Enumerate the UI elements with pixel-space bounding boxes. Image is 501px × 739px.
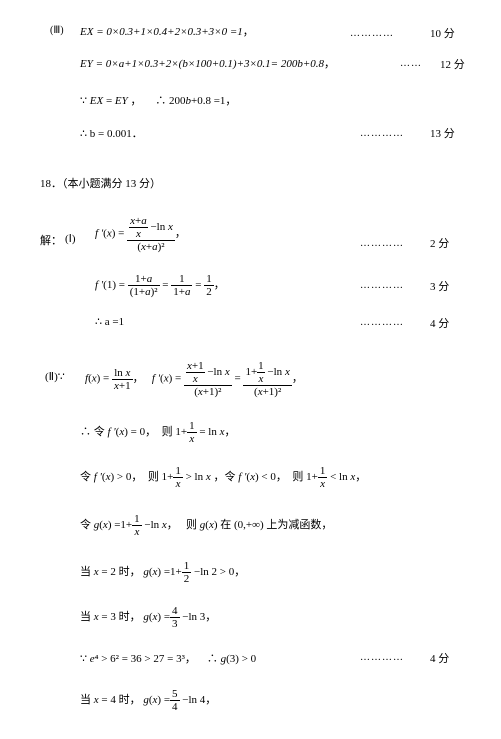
gx-def: 令 g(x) =1+1x −ln x， 则 g(x) 在 (0,+∞) 上为减函… bbox=[80, 513, 332, 538]
fprime-x: f '(x) = x+ax −ln x (x+a)² ， bbox=[95, 215, 186, 253]
part2-label: (Ⅱ)∵ bbox=[45, 370, 65, 383]
sol-label: 解： bbox=[40, 232, 62, 248]
ex-equation: EX = 0×0.3+1×0.4+2×0.3+3×0 =1， bbox=[80, 23, 254, 39]
e4-inequality: ∵ e⁴ > 6² = 36 > 27 = 3³， ∴ g(3) > 0 bbox=[80, 650, 256, 666]
fx-def: f(x) = ln xx+1， f '(x) = x+1x −ln x (x+1… bbox=[85, 360, 303, 398]
dots-12: …… bbox=[400, 58, 422, 69]
dots-10: ………… bbox=[350, 28, 394, 39]
score-10: 10 分 bbox=[430, 25, 455, 41]
score-3f: 3 分 bbox=[430, 278, 449, 294]
a-equals-1: ∴ a =1 bbox=[95, 315, 124, 328]
x-4-case: 当 x = 4 时， g(x) =54 −ln 4， bbox=[80, 688, 216, 713]
let-fprime-0: ∴ 令 f '(x) = 0， 则 1+1x = ln x， bbox=[80, 420, 235, 445]
part3-label: (Ⅲ) bbox=[50, 25, 64, 36]
dots-4f2: ………… bbox=[360, 652, 404, 663]
dots-4f: ………… bbox=[360, 317, 404, 328]
b-result: ∴ b = 0.001． bbox=[80, 125, 143, 141]
fprime-1: f '(1) = 1+a(1+a)² = 11+a = 12， bbox=[95, 273, 225, 298]
ex-ey: ∵ EX = EY ， ∴ 200b+0.8 =1， bbox=[80, 92, 236, 108]
score-4f1: 4 分 bbox=[430, 315, 449, 331]
let-fprime-ineq: 令 f '(x) > 0， 则 1+1x > ln x ，令 f '(x) < … bbox=[80, 465, 366, 490]
part1-label: (Ⅰ) bbox=[65, 232, 76, 245]
score-2f: 2 分 bbox=[430, 235, 449, 251]
dots-13: ………… bbox=[360, 128, 404, 139]
x-3-case: 当 x = 3 时， g(x) =43 −ln 3， bbox=[80, 605, 216, 630]
ey-equation: EY = 0×a+1×0.3+2×(b×100+0.1)+3×0.1= 200b… bbox=[80, 55, 335, 71]
dots-3f: ………… bbox=[360, 280, 404, 291]
x-2-case: 当 x = 2 时， g(x) =1+12 −ln 2 > 0， bbox=[80, 560, 245, 585]
q18-header: 18．（本小题满分 13 分） bbox=[40, 175, 161, 191]
dots-2f: ………… bbox=[360, 238, 404, 249]
score-12: 12 分 bbox=[440, 56, 465, 72]
score-4f2: 4 分 bbox=[430, 650, 449, 666]
score-13: 13 分 bbox=[430, 125, 455, 141]
